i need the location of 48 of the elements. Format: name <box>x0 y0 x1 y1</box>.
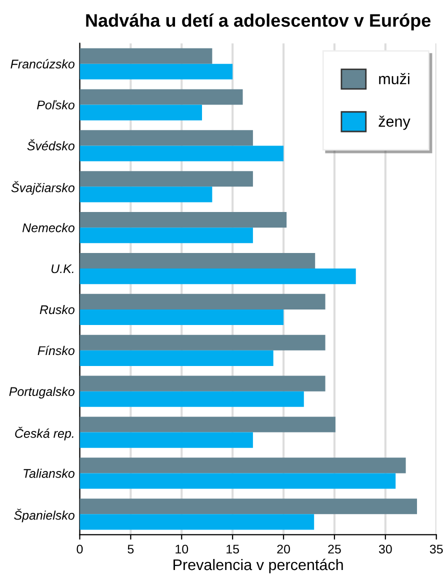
bar <box>80 130 253 146</box>
y-tick-label: Fínsko <box>38 346 74 356</box>
bar <box>80 48 212 64</box>
bar <box>80 334 326 350</box>
bar <box>80 252 316 269</box>
bar <box>80 309 284 326</box>
bar <box>80 146 284 162</box>
x-tick-label: 0 <box>76 544 83 554</box>
chart-title: Nadváha u detí a adolescentov v Európe <box>86 13 431 30</box>
bar <box>80 473 396 489</box>
y-tick-label: Švédsko <box>27 139 74 150</box>
x-tick-label: 20 <box>277 544 290 554</box>
bar <box>80 432 253 448</box>
bar <box>80 350 274 366</box>
bar <box>80 514 314 530</box>
bar <box>80 376 326 392</box>
bar <box>80 498 417 514</box>
bar <box>80 416 336 432</box>
bar <box>80 89 243 105</box>
x-tick-label: 25 <box>328 544 341 554</box>
legend-label: muži <box>379 73 410 84</box>
y-tick-label: Švajčiarsko <box>11 181 74 195</box>
y-tick-label: Nemecko <box>22 223 74 232</box>
y-tick-label: Francúzsko <box>10 59 74 68</box>
x-tick-label: 35 <box>430 544 443 554</box>
x-tick-label: 10 <box>176 544 188 554</box>
bar <box>80 171 253 187</box>
y-tick-label: Poľsko <box>37 100 74 110</box>
y-tick-label: Rusko <box>40 304 74 314</box>
x-tick-label: 30 <box>378 544 392 554</box>
bar <box>80 391 304 407</box>
y-tick-label: Španielsko <box>14 508 74 522</box>
bar <box>80 212 287 228</box>
legend-label: ženy <box>378 116 410 130</box>
x-tick-label: 5 <box>128 544 134 554</box>
bar <box>80 64 233 80</box>
bar <box>80 458 406 474</box>
y-tick-label: Taliansko <box>24 468 74 478</box>
y-tick-label: U.K. <box>52 264 74 274</box>
bar <box>80 294 326 310</box>
x-axis-title: Prevalencia v percentách <box>174 558 343 574</box>
y-tick-label: Česká rep. <box>15 426 74 440</box>
y-tick-label: Portugalsko <box>9 386 74 398</box>
bar <box>80 186 212 202</box>
bar <box>80 104 202 120</box>
x-tick-label: 15 <box>226 544 240 554</box>
bar <box>80 228 253 244</box>
bar <box>80 268 356 284</box>
